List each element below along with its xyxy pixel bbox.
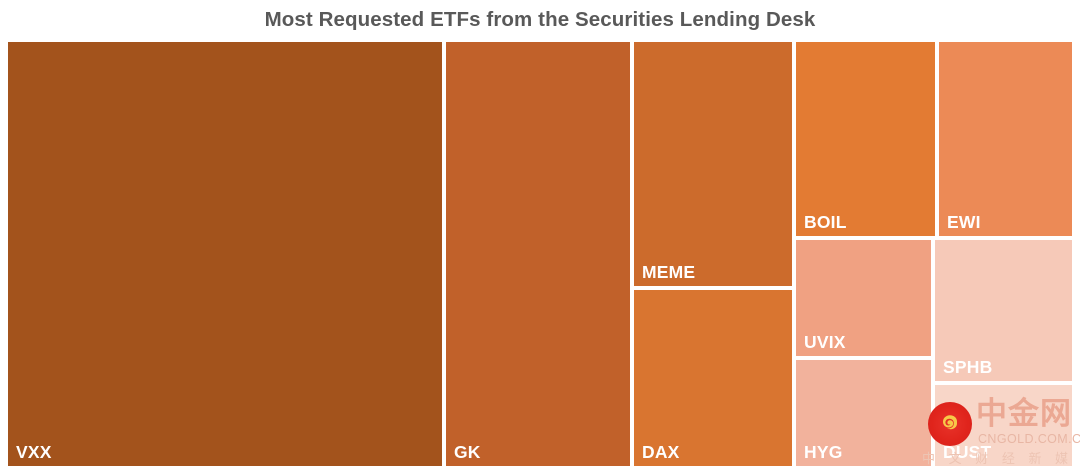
treemap-cell-label: VXX [16, 441, 52, 462]
treemap-plot-area: VXX GK MEME DAX BOIL EWI UVIX HYG SPHB D… [0, 36, 1080, 475]
treemap-cell-dax[interactable]: DAX [632, 288, 794, 468]
treemap-cell-label: UVIX [804, 331, 846, 352]
chart-title: Most Requested ETFs from the Securities … [264, 8, 816, 31]
treemap-cell-label: SPHB [943, 356, 993, 377]
treemap-cell-label: HYG [804, 441, 843, 462]
treemap-cell-label: GK [454, 441, 481, 462]
treemap-cell-boil[interactable]: BOIL [794, 40, 937, 238]
treemap-cell-label: BOIL [804, 211, 847, 232]
treemap-cell-label: DAX [642, 441, 680, 462]
treemap-cell-dust[interactable]: DUST [933, 383, 1074, 468]
treemap-cell-label: DUST [943, 441, 992, 462]
treemap-cell-uvix[interactable]: UVIX [794, 238, 933, 358]
treemap-cell-label: MEME [642, 261, 696, 282]
treemap-cell-sphb[interactable]: SPHB [933, 238, 1074, 383]
treemap-cell-meme[interactable]: MEME [632, 40, 794, 288]
treemap-cell-hyg[interactable]: HYG [794, 358, 933, 468]
treemap-cell-vxx[interactable]: VXX [6, 40, 444, 468]
treemap-cell-label: EWI [947, 211, 981, 232]
treemap-cell-gk[interactable]: GK [444, 40, 632, 468]
treemap-cell-ewi[interactable]: EWI [937, 40, 1074, 238]
